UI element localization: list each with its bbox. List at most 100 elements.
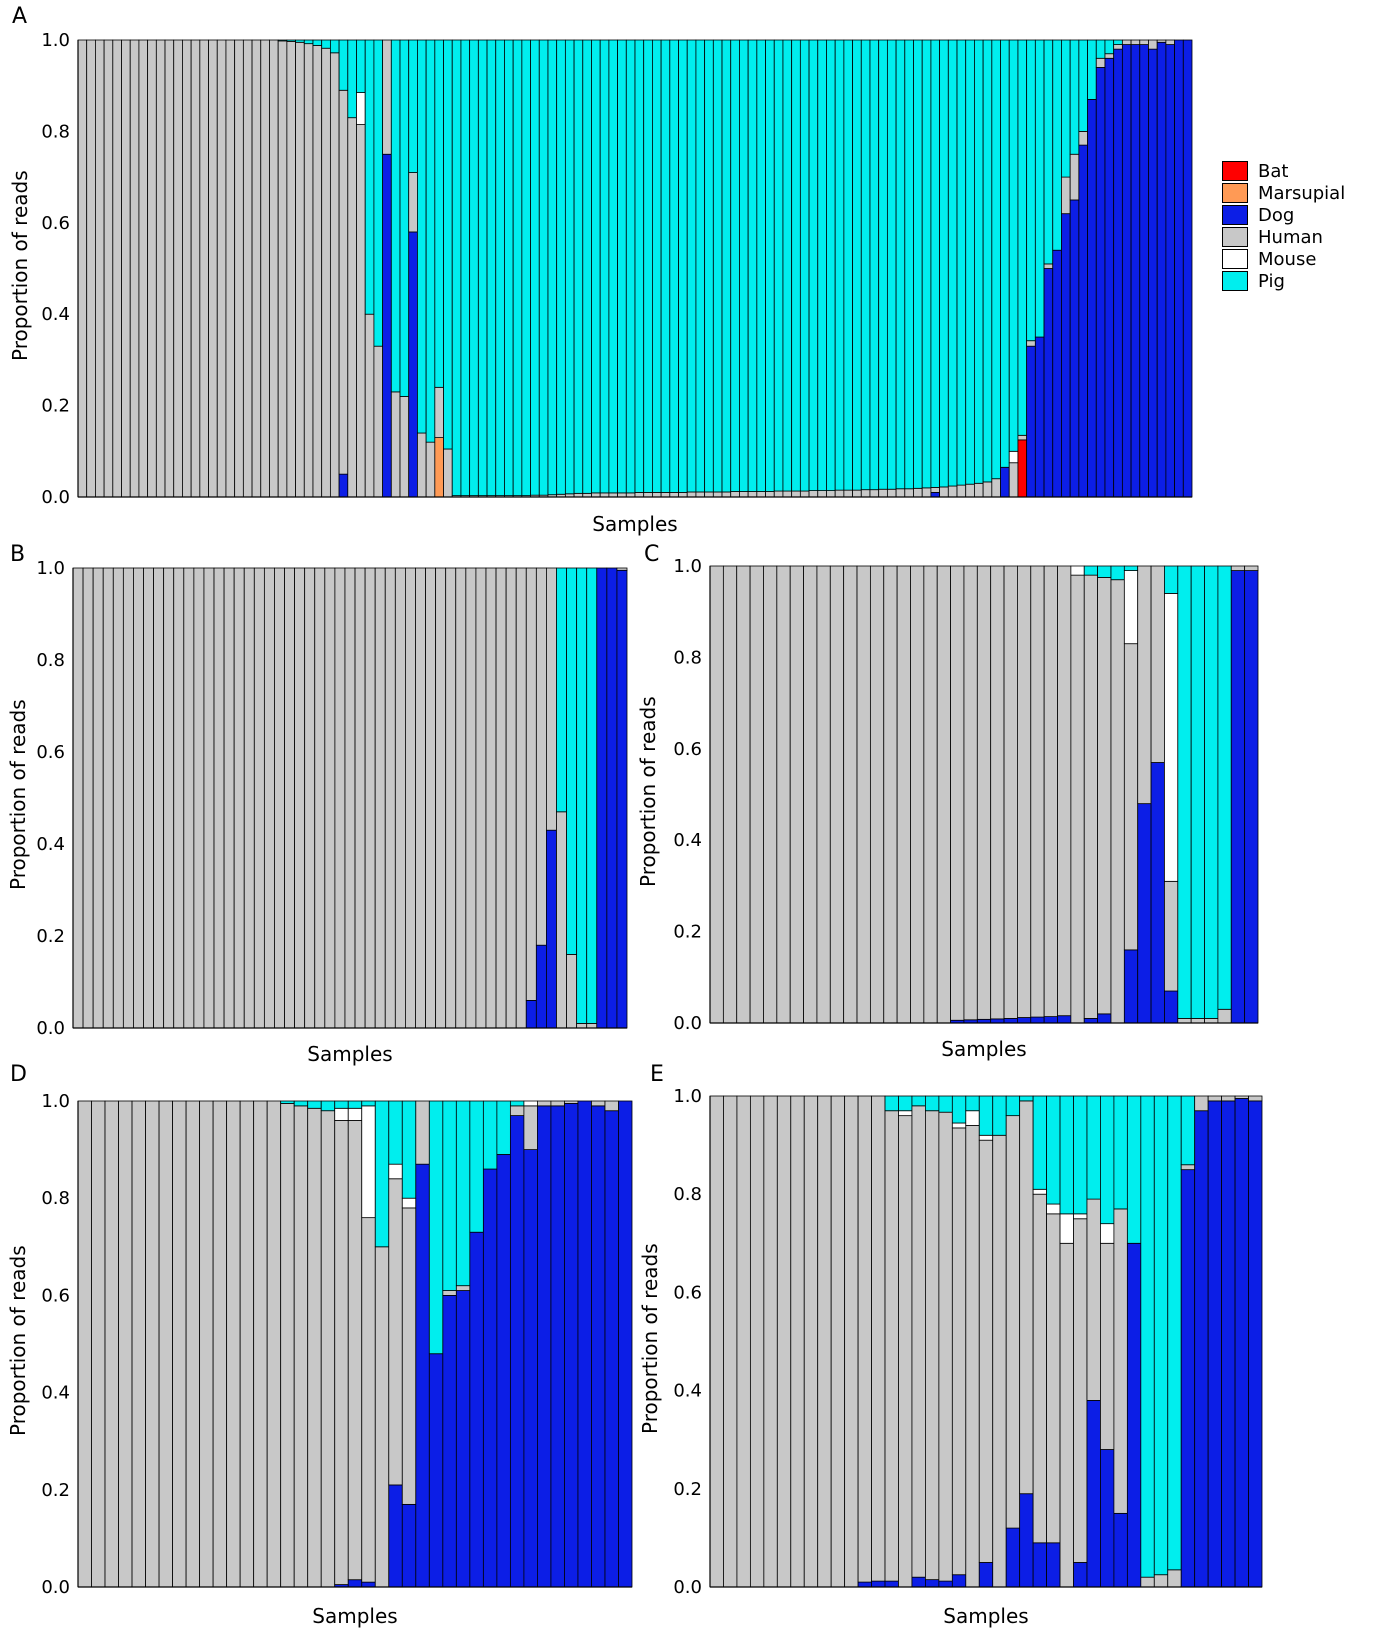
bar-segment-human <box>844 1095 859 1588</box>
bar-segment-human <box>1244 565 1259 571</box>
y-tick-label: 1.0 <box>41 1091 70 1112</box>
bar-segment-dog <box>1248 1100 1263 1588</box>
legend: Bat Marsupial Dog Human Mouse Pig <box>1222 160 1345 292</box>
bar-segment-pig <box>938 1095 953 1113</box>
y-tick-label: 0.4 <box>41 304 70 325</box>
y-tick-label: 0.4 <box>673 830 702 851</box>
legend-item-dog: Dog <box>1222 204 1345 226</box>
y-tick-label: 0.6 <box>673 1282 702 1303</box>
bar-segment-human <box>749 1095 765 1588</box>
bar-segment-dog <box>1005 1527 1021 1588</box>
bar-segment-human <box>817 1095 832 1588</box>
y-tick-label: 0.4 <box>673 1381 702 1402</box>
bar-segment-pig <box>1180 1095 1196 1166</box>
legend-item-pig: Pig <box>1222 270 1345 292</box>
bar-segment-dog <box>911 1576 926 1588</box>
legend-item-human: Human <box>1222 226 1345 248</box>
y-tick-label: 0.4 <box>41 1383 70 1404</box>
bar-segment-human <box>951 1127 967 1576</box>
y-tick-label: 0.2 <box>41 1480 70 1501</box>
y-tick-label: 0.6 <box>41 1285 70 1306</box>
bar-segment-human <box>723 1095 738 1588</box>
bar-segment-pig <box>1113 1095 1128 1210</box>
y-tick-label: 0.8 <box>41 121 70 142</box>
bar-segment-human <box>978 1139 994 1563</box>
bar-segment-dog <box>1073 1562 1088 1588</box>
legend-label: Pig <box>1258 270 1285 292</box>
bar-segment-dog <box>1113 1512 1128 1588</box>
y-tick-label: 0.0 <box>673 1013 702 1034</box>
bar-segment-human <box>1073 1218 1088 1563</box>
legend-swatch <box>1222 249 1248 269</box>
bar-segment-dog <box>1086 1400 1101 1588</box>
bar-segment-pig <box>1059 1095 1074 1215</box>
bar-segment-pig <box>1153 1095 1169 1576</box>
bar-segment-pig <box>1140 1095 1155 1578</box>
bar-segment-mouse <box>1100 1223 1115 1244</box>
bar-segment-human <box>1086 1198 1101 1401</box>
x-axis-label: Samples <box>941 1037 1027 1061</box>
x-axis-label: Samples <box>312 1604 398 1628</box>
legend-swatch <box>1222 227 1248 247</box>
legend-label: Human <box>1258 226 1323 248</box>
bar-segment-mouse <box>1046 1203 1061 1215</box>
panel-letter: C <box>644 542 660 567</box>
y-tick-label: 1.0 <box>36 558 65 579</box>
bar-segment-human <box>884 1110 899 1582</box>
bar-segment-human <box>709 1095 724 1588</box>
bar-segment-mouse <box>1059 1213 1074 1244</box>
bar-segment-mouse <box>898 1110 913 1117</box>
bar-segment-pig <box>1032 1095 1047 1190</box>
bar-segment-human <box>776 1095 792 1588</box>
bar-segment-pig <box>884 1095 899 1112</box>
y-tick-label: 1.0 <box>41 30 70 51</box>
bar-segment-human <box>736 1095 751 1588</box>
bar-segment-pig <box>1005 1095 1021 1117</box>
bar-segment-mouse <box>951 1122 967 1129</box>
bar-segment-pig <box>1167 1095 1182 1571</box>
bar-segment-human <box>1234 1095 1249 1099</box>
bar-segment-pig <box>951 1095 967 1124</box>
bar-segment-dog <box>884 1580 899 1588</box>
bar-segment-mouse <box>965 1110 980 1126</box>
y-tick-label: 0.8 <box>673 1184 702 1205</box>
bar-segment-human <box>1059 1242 1074 1588</box>
bar-segment-pig <box>1046 1095 1061 1205</box>
bar-segment-pig <box>1019 1095 1034 1102</box>
bar-segment-dog <box>1100 1449 1115 1588</box>
bar-segment-dog <box>925 1579 940 1588</box>
legend-label: Bat <box>1258 160 1289 182</box>
bar-segment-human <box>1032 1193 1047 1544</box>
bar-segment-human <box>965 1125 980 1588</box>
y-tick-label: 0.0 <box>41 1577 70 1598</box>
panel-letter: A <box>12 4 28 29</box>
legend-swatch <box>1222 183 1248 203</box>
bar-segment-human <box>1005 1115 1021 1529</box>
legend-label: Dog <box>1258 204 1295 226</box>
legend-item-mouse: Mouse <box>1222 248 1345 270</box>
bar-segment-dog <box>951 1574 967 1588</box>
bar-segment-pig <box>1086 1095 1101 1200</box>
bar-segment-human <box>1167 1569 1182 1588</box>
x-axis-label: Samples <box>307 1042 393 1066</box>
bar-segment-human <box>1100 1242 1115 1450</box>
y-tick-label: 0.6 <box>673 739 702 760</box>
legend-item-bat: Bat <box>1222 160 1345 182</box>
y-tick-label: 0.2 <box>41 396 70 417</box>
bar-segment-human <box>1180 1164 1196 1171</box>
bar-segment-human <box>898 1115 913 1588</box>
bar-segment-human <box>763 1095 778 1588</box>
bar-segment-mouse <box>1073 1213 1088 1220</box>
panel-letter: E <box>650 1062 664 1087</box>
bar-segment-mouse <box>978 1134 994 1141</box>
bar-segment-pig <box>925 1095 940 1112</box>
bar-segment-pig <box>1073 1095 1088 1215</box>
bar-segment-human <box>1207 1095 1223 1102</box>
bar-segment-dog <box>1126 1242 1142 1588</box>
bar-segment-human <box>803 1095 819 1588</box>
bar-segment-dog <box>1032 1542 1047 1588</box>
bar-segment-pig <box>978 1095 994 1136</box>
